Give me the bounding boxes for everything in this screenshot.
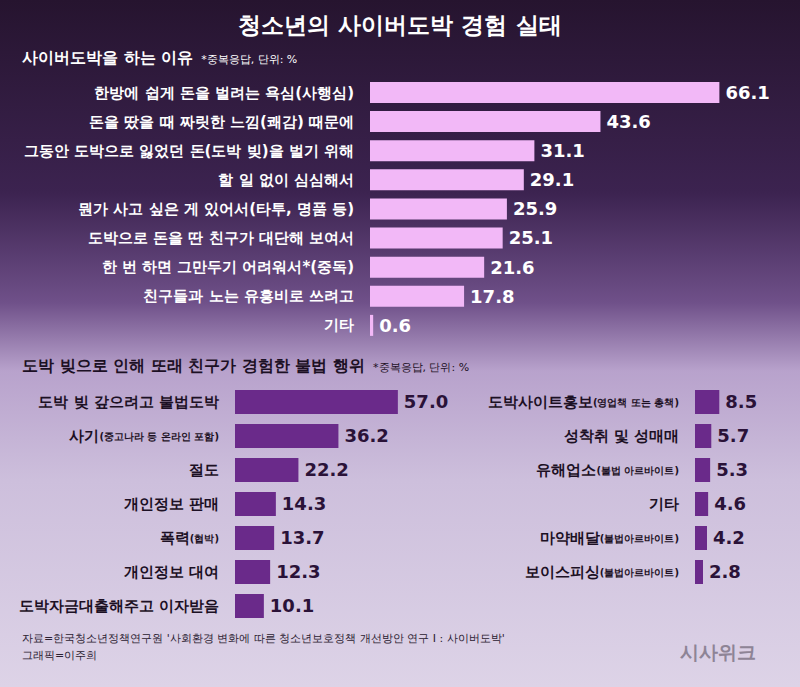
svg-text:8.5: 8.5 xyxy=(725,391,757,412)
html-text:시사위크: 시사위크 xyxy=(680,641,756,663)
svg-text:25.1: 25.1 xyxy=(509,227,553,248)
html-text:*중복응답, 단위: %: *중복응답, 단위: % xyxy=(373,361,470,374)
svg-text:도박으로 돈을 딴 친구가 대단해 보여서: 도박으로 돈을 딴 친구가 대단해 보여서 xyxy=(88,229,354,247)
html-text:청소년의 사이버도박 경험 실태: 청소년의 사이버도박 경험 실태 xyxy=(238,12,562,38)
svg-text:17.8: 17.8 xyxy=(470,286,514,307)
svg-text:도박 빚 갚으려고 불법도박: 도박 빚 갚으려고 불법도박 xyxy=(38,393,219,411)
svg-text:폭력(협박): 폭력(협박) xyxy=(160,529,219,547)
svg-text:그동안 도박으로 잃었던 돈(도박 빚)을 벌기 위해: 그동안 도박으로 잃었던 돈(도박 빚)을 벌기 위해 xyxy=(24,142,354,160)
svg-text:한방에 쉽게 돈을 벌려는 욕심(사행심): 한방에 쉽게 돈을 벌려는 욕심(사행심) xyxy=(94,84,354,102)
svg-text:14.3: 14.3 xyxy=(282,493,326,514)
svg-text:12.3: 12.3 xyxy=(276,561,320,582)
svg-text:5.3: 5.3 xyxy=(716,459,748,480)
svg-text:10.1: 10.1 xyxy=(270,595,314,616)
html-text:그래픽=이주희: 그래픽=이주희 xyxy=(22,649,98,662)
html-text:도박 빚으로 인해 또래 친구가 경험한 불법 행위: 도박 빚으로 인해 또래 친구가 경험한 불법 행위 xyxy=(22,356,365,375)
svg-text:사기(중고나라 등 온라인 포함): 사기(중고나라 등 온라인 포함) xyxy=(69,427,219,445)
svg-text:29.1: 29.1 xyxy=(530,169,574,190)
svg-text:기타: 기타 xyxy=(324,316,354,334)
svg-text:25.9: 25.9 xyxy=(513,198,557,219)
svg-text:도박자금대출해주고 이자받음: 도박자금대출해주고 이자받음 xyxy=(19,597,219,615)
svg-text:기타: 기타 xyxy=(649,495,679,513)
svg-text:마약배달(불법아르바이트): 마약배달(불법아르바이트) xyxy=(540,529,679,547)
svg-text:돈을 땄을 때 짜릿한 느낌(쾌감) 때문에: 돈을 땄을 때 짜릿한 느낌(쾌감) 때문에 xyxy=(89,113,354,131)
svg-text:성착취 및 성매매: 성착취 및 성매매 xyxy=(564,427,679,445)
svg-text:4.6: 4.6 xyxy=(714,493,746,514)
svg-text:도박사이트홍보(영업책 또는 총책): 도박사이트홍보(영업책 또는 총책) xyxy=(488,393,679,411)
svg-text:0.6: 0.6 xyxy=(379,315,411,336)
svg-text:유해업소(불법 아르바이트): 유해업소(불법 아르바이트) xyxy=(536,461,679,479)
svg-text:보이스피싱(불법아르바이트): 보이스피싱(불법아르바이트) xyxy=(525,563,679,581)
svg-text:36.2: 36.2 xyxy=(344,425,388,446)
svg-text:43.6: 43.6 xyxy=(606,111,650,132)
svg-text:절도: 절도 xyxy=(189,461,219,479)
svg-text:4.2: 4.2 xyxy=(713,527,745,548)
svg-text:21.6: 21.6 xyxy=(490,257,534,278)
svg-text:66.1: 66.1 xyxy=(725,82,769,103)
svg-text:한 번 하면 그만두기 어려워서*(중독): 한 번 하면 그만두기 어려워서*(중독) xyxy=(102,258,354,276)
svg-text:22.2: 22.2 xyxy=(304,459,348,480)
html-text:자료=한국청소년정책연구원 '사회환경 변화에 따른 청소년: 자료=한국청소년정책연구원 '사회환경 변화에 따른 청소년보호정책 개선방안 … xyxy=(22,632,505,645)
svg-text:5.7: 5.7 xyxy=(717,425,749,446)
svg-text:31.1: 31.1 xyxy=(540,140,584,161)
svg-text:57.0: 57.0 xyxy=(404,391,448,412)
html-text:*중복응답, 단위: %: *중복응답, 단위: % xyxy=(201,53,298,66)
svg-text:13.7: 13.7 xyxy=(280,527,324,548)
svg-text:2.8: 2.8 xyxy=(709,561,741,582)
svg-text:개인정보 대여: 개인정보 대여 xyxy=(124,563,219,581)
svg-text:할 일 없이 심심해서: 할 일 없이 심심해서 xyxy=(218,171,354,189)
svg-text:개인정보 판매: 개인정보 판매 xyxy=(124,495,219,513)
html-text:사이버도박을 하는 이유: 사이버도박을 하는 이유 xyxy=(22,48,194,67)
svg-text:뭔가 사고 싶은 게 있어서(타투, 명품 등): 뭔가 사고 싶은 게 있어서(타투, 명품 등) xyxy=(78,200,354,218)
svg-text:친구들과 노는 유흥비로 쓰려고: 친구들과 노는 유흥비로 쓰려고 xyxy=(143,287,354,305)
